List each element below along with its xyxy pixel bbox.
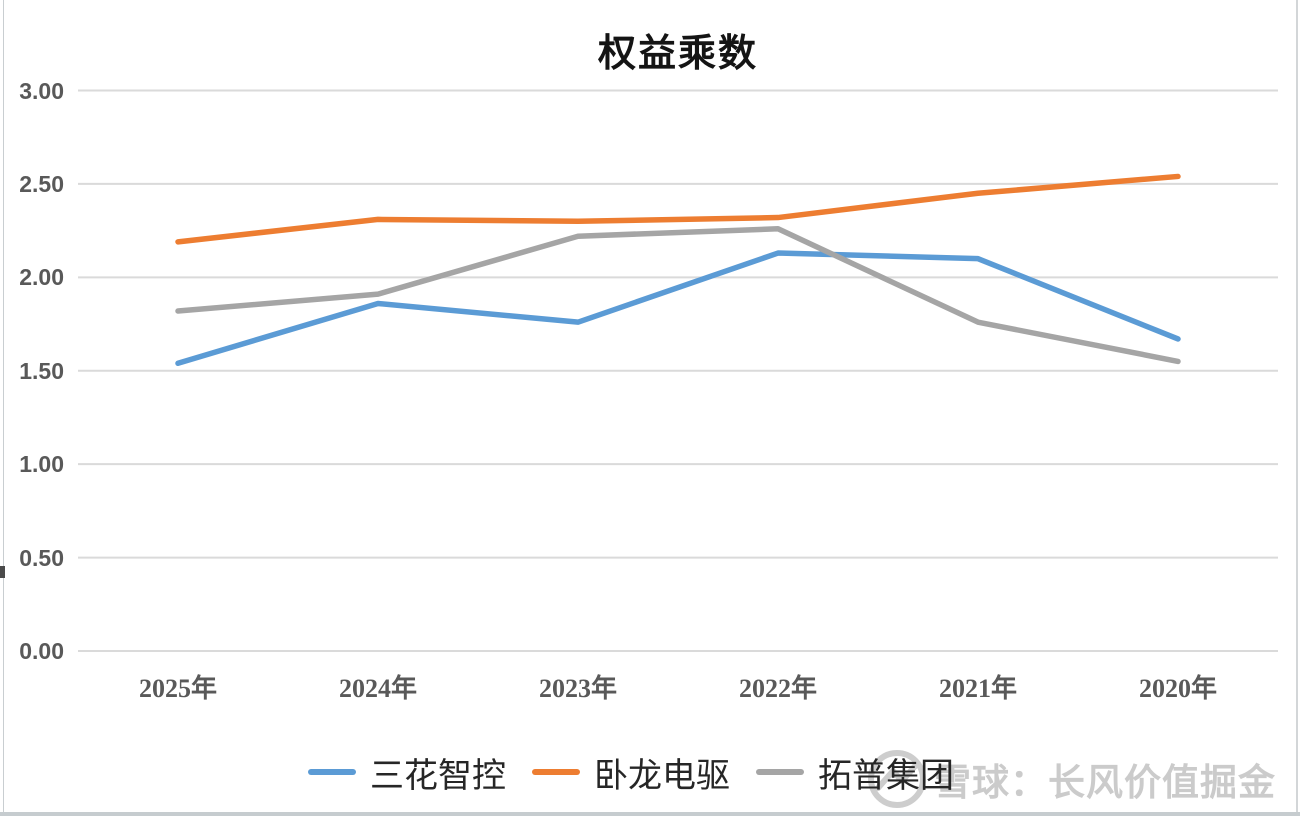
y-tick-label: 3.00 — [19, 77, 64, 104]
window-border-left — [3, 0, 4, 813]
x-tick-label: 2024年 — [338, 674, 417, 703]
x-tick-label: 2021年 — [938, 674, 1017, 703]
legend-label: 卧龙电驱 — [594, 757, 730, 795]
x-tick-label: 2023年 — [538, 674, 617, 703]
legend-line-swatch-blue — [308, 769, 356, 775]
legend-item-tuopu: 拓普集团 — [756, 748, 954, 797]
y-tick-label: 0.50 — [19, 544, 64, 571]
legend-line-swatch-gray — [756, 769, 804, 775]
series-line-三花智控 — [175, 250, 1181, 367]
window-border-bottom — [0, 812, 1300, 816]
watermark: 雪球：长风价值掘金 — [866, 748, 1276, 810]
legend-label: 拓普集团 — [818, 757, 954, 795]
legend-label: 三花智控 — [370, 757, 506, 795]
y-tick-label: 2.00 — [19, 264, 64, 291]
y-tick-label: 2.50 — [19, 170, 64, 197]
y-tick-label: 0.00 — [19, 638, 64, 664]
x-tick-label: 2022年 — [738, 674, 817, 703]
xueqiu-snowball-logo-icon — [868, 750, 926, 808]
legend-line-swatch-orange — [532, 769, 580, 775]
legend-item-wolong: 卧龙电驱 — [532, 748, 730, 797]
series-line-卧龙电驱 — [175, 173, 1181, 245]
left-edge-tick-mark — [0, 566, 5, 578]
y-tick-label: 1.50 — [19, 357, 64, 384]
watermark-text: 雪球：长风价值掘金 — [934, 762, 1276, 803]
window-border-right — [1296, 0, 1298, 813]
chart-title: 权益乘数 — [597, 33, 758, 75]
chart-legend: 三花智控 卧龙电驱 拓普集团 — [308, 744, 954, 800]
legend-item-sanhua: 三花智控 — [308, 748, 506, 797]
series-line-拓普集团 — [175, 226, 1181, 365]
x-tick-label: 2020年 — [1138, 674, 1217, 703]
x-tick-label: 2025年 — [138, 674, 217, 703]
y-tick-label: 1.00 — [19, 451, 64, 478]
